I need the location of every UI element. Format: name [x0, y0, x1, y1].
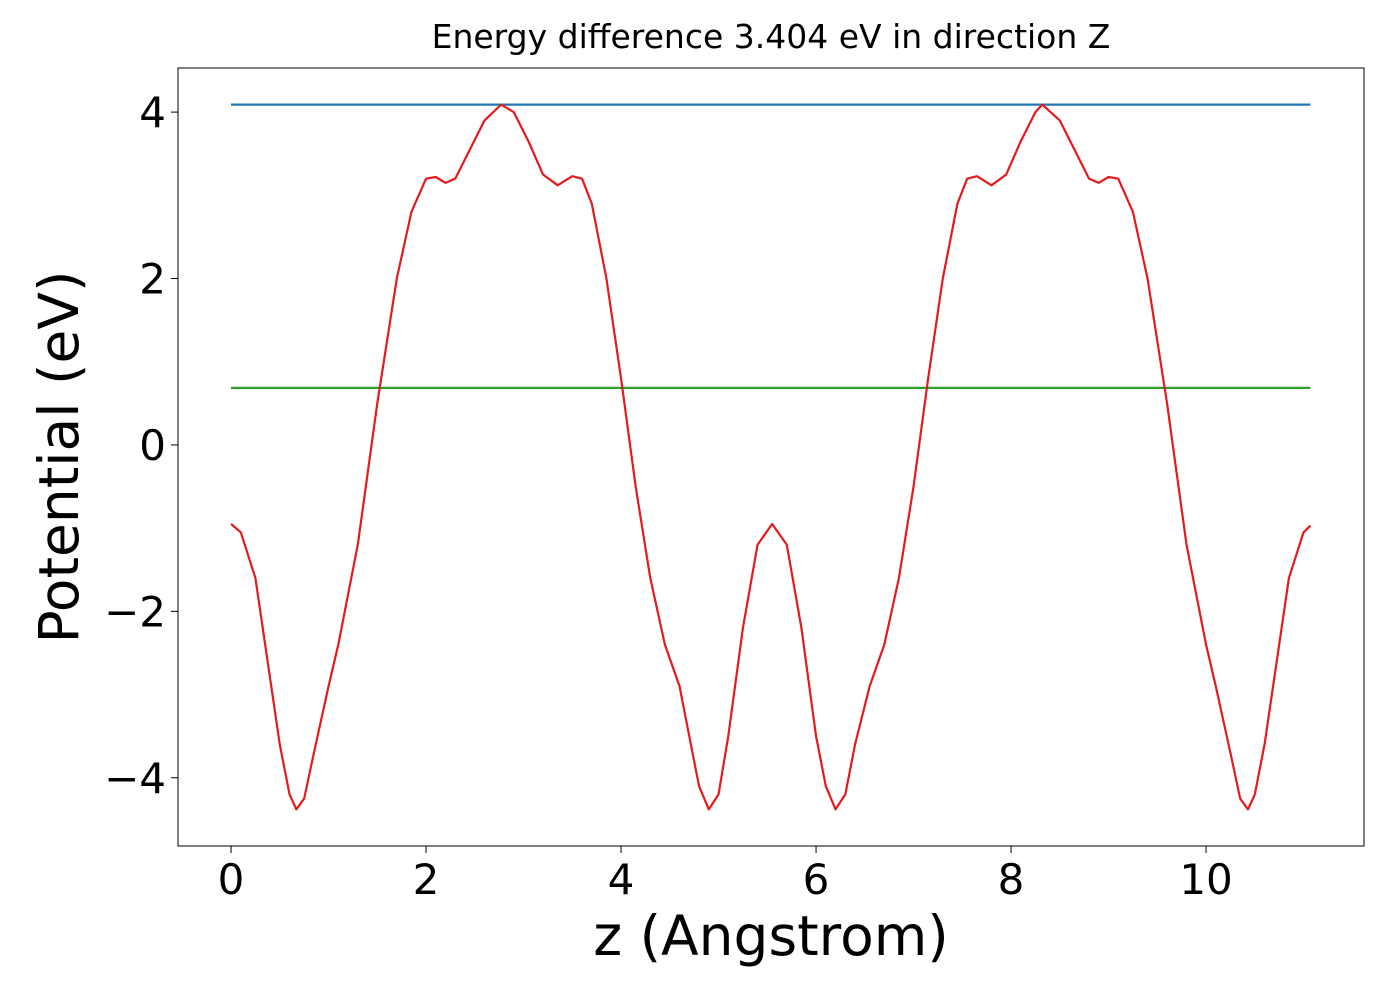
x-tick-label: 4	[608, 855, 635, 904]
y-tick-label: −2	[104, 587, 166, 636]
y-tick-label: −4	[104, 754, 166, 803]
x-tick-label: 8	[998, 855, 1025, 904]
x-axis-label: z (Angstrom)	[593, 904, 949, 968]
plot-frame	[177, 67, 1365, 847]
x-tick-label: 0	[218, 855, 245, 904]
chart-title: Energy difference 3.404 eV in direction …	[432, 17, 1111, 56]
x-tick-label: 6	[803, 855, 830, 904]
y-axis-label: Potential (eV)	[27, 271, 91, 644]
x-tick-label: 10	[1179, 855, 1232, 904]
line	[230, 103, 1312, 811]
y-tick-label: 4	[139, 88, 166, 137]
y-tick-label: 0	[139, 421, 166, 470]
y-tick-label: 2	[139, 255, 166, 304]
x-tick-label: 2	[413, 855, 440, 904]
